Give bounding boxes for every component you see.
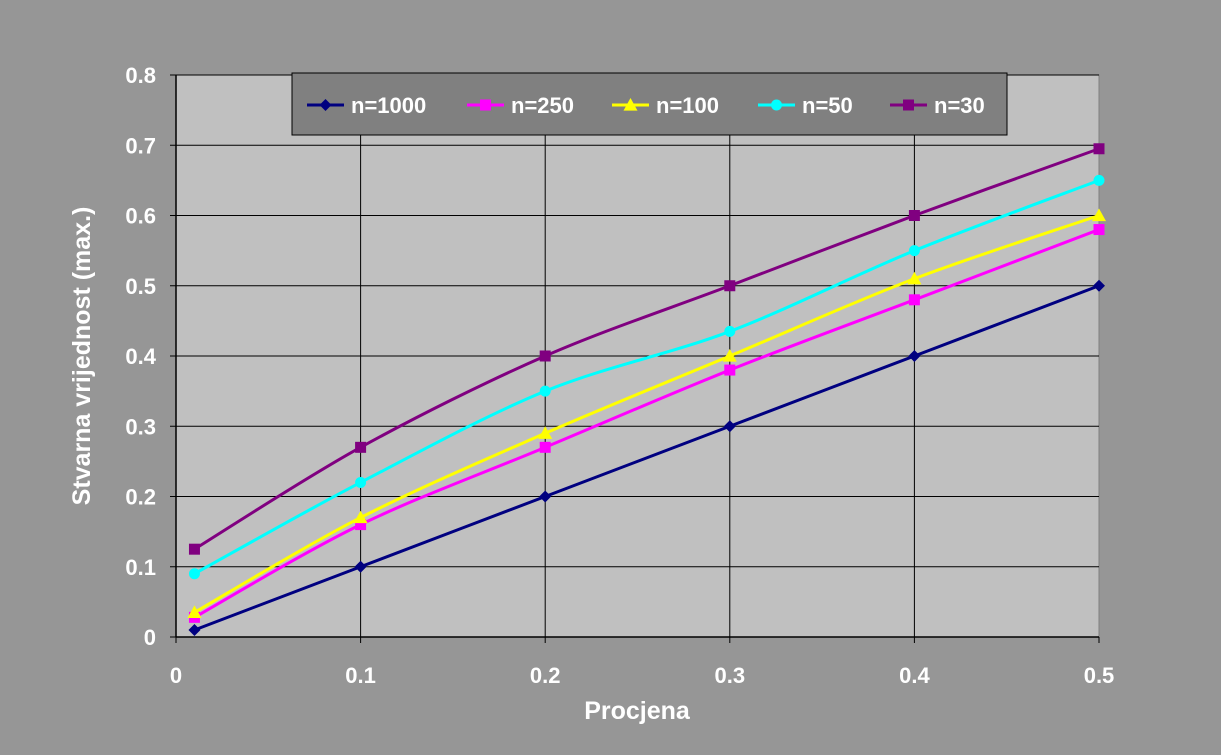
legend-label: n=100	[656, 93, 719, 118]
data-point	[539, 350, 551, 362]
data-point	[1093, 174, 1105, 186]
legend-box	[291, 72, 1008, 136]
y-tick-label: 0.3	[125, 414, 156, 439]
y-tick-label: 0.5	[125, 274, 156, 299]
y-tick-label: 0.1	[125, 555, 156, 580]
legend-marker	[771, 99, 782, 111]
x-tick-label: 0.5	[1084, 663, 1115, 688]
series-group	[187, 143, 1106, 636]
series-line	[193, 214, 1100, 614]
legend-marker	[903, 99, 914, 111]
data-point	[355, 519, 367, 531]
series-n=50	[188, 174, 1105, 580]
data-point	[354, 560, 367, 573]
legend-marker	[623, 98, 638, 111]
data-point	[1093, 279, 1105, 292]
legend-label: n=30	[934, 93, 985, 118]
legend-entry: n=100	[612, 93, 719, 118]
legend-marker	[480, 99, 491, 111]
y-axis-label: Stvarna vrijednost (max.)	[68, 207, 96, 506]
series-line	[193, 284, 1100, 632]
data-point	[188, 568, 200, 580]
data-point	[908, 294, 920, 306]
data-point	[187, 605, 202, 619]
series-line	[193, 228, 1100, 619]
x-tick-label: 0.3	[715, 663, 746, 688]
data-point	[1093, 143, 1105, 155]
y-tick-label: 0.8	[125, 63, 156, 88]
data-point	[907, 271, 922, 285]
y-tick-label: 0.4	[125, 344, 156, 369]
x-tick-label: 0.1	[345, 663, 376, 688]
data-point	[1093, 224, 1105, 236]
data-point	[1092, 208, 1106, 222]
data-point	[724, 325, 736, 337]
legend-entry: n=1000	[307, 93, 426, 118]
legend-label: n=1000	[351, 93, 426, 118]
series-line	[193, 178, 1100, 576]
legend-marker	[319, 99, 332, 111]
x-tick-label: 0.4	[899, 663, 930, 688]
x-tick-label: 0	[170, 663, 182, 688]
data-point	[538, 426, 553, 439]
data-point	[724, 364, 736, 376]
x-axis-label: Procjena	[584, 697, 691, 725]
data-point	[539, 385, 551, 397]
y-tick-label: 0	[144, 625, 156, 650]
data-point	[355, 476, 367, 488]
data-point	[724, 280, 736, 292]
series-n=100	[187, 208, 1106, 619]
series-line	[193, 147, 1100, 551]
data-point	[539, 490, 552, 503]
legend: n=1000 n=250 n=100 n=50 n=30	[291, 72, 1008, 136]
x-tick-label: 0.2	[530, 663, 561, 688]
legend-entry: n=30	[890, 93, 985, 118]
legend-label: n=50	[802, 93, 853, 118]
data-point	[723, 420, 736, 433]
legend-label: n=250	[511, 93, 574, 118]
data-point	[188, 623, 201, 636]
legend-entry: n=250	[467, 93, 574, 118]
data-point	[353, 510, 368, 524]
data-point	[908, 210, 920, 221]
data-point	[355, 441, 367, 453]
data-point	[908, 350, 921, 362]
series-n=1000	[188, 279, 1105, 636]
series-n=30	[188, 143, 1105, 555]
data-point	[908, 245, 920, 257]
legend-entry: n=50	[758, 93, 853, 118]
y-tick-label: 0.6	[125, 204, 156, 229]
y-tick-label: 0.7	[125, 133, 156, 158]
data-point	[539, 441, 551, 453]
data-point	[722, 349, 737, 362]
y-tick-label: 0.2	[125, 485, 156, 510]
data-point	[188, 543, 200, 555]
axes: 0 0.1 0.2 0.3 0.4 0.5 0.6 0.7 0.8 0 0.1 0.2 0.3 0.4 0.…	[125, 63, 1114, 688]
